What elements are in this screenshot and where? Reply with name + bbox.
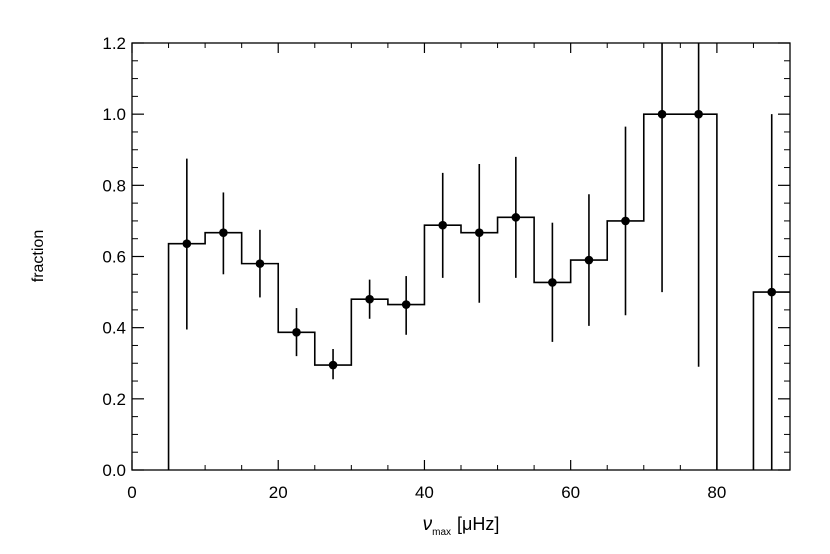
histogram-step-line bbox=[167, 113, 790, 470]
x-axis-title: νmax [μHz] bbox=[423, 514, 500, 538]
data-point bbox=[365, 294, 374, 304]
x-tick-label: 0 bbox=[127, 483, 136, 502]
x-tick-label: 20 bbox=[269, 483, 288, 502]
x-tick-label: 40 bbox=[415, 483, 434, 502]
data-point bbox=[621, 216, 630, 226]
data-point bbox=[657, 109, 667, 119]
data-point bbox=[548, 278, 557, 287]
data-point bbox=[328, 360, 338, 370]
y-tick-label: 1.0 bbox=[102, 105, 126, 124]
plot-frame bbox=[131, 42, 791, 471]
x-axis-unit: [μHz] bbox=[457, 514, 499, 534]
y-axis-title: fraction bbox=[30, 230, 47, 282]
data-point bbox=[401, 300, 411, 309]
data-point bbox=[255, 259, 265, 268]
y-tick-label: 1.2 bbox=[102, 34, 126, 53]
data-point bbox=[511, 213, 521, 222]
data-points bbox=[182, 109, 777, 370]
y-tick-label: 0.8 bbox=[102, 176, 126, 195]
y-tick-label: 0.6 bbox=[102, 248, 126, 267]
data-point bbox=[474, 228, 484, 237]
data-point bbox=[219, 228, 228, 237]
data-point bbox=[767, 287, 777, 297]
x-tick-label: 60 bbox=[561, 483, 580, 502]
data-point bbox=[182, 239, 192, 248]
data-point bbox=[694, 109, 703, 119]
y-tick-label: 0.2 bbox=[102, 390, 126, 409]
tick-labels: 0 20 40 60 80 0.0 0.2 0.4 0.6 0.8 1.0 1.2 bbox=[102, 34, 726, 502]
data-point bbox=[292, 327, 301, 337]
x-axis-subscript: max bbox=[432, 527, 451, 538]
error-bars bbox=[186, 43, 773, 470]
data-point bbox=[584, 255, 594, 265]
data-point bbox=[438, 220, 448, 230]
x-axis-symbol: ν bbox=[423, 514, 433, 535]
x-tick-label: 80 bbox=[707, 483, 726, 502]
y-tick-label: 0.4 bbox=[102, 319, 126, 338]
axis-ticks bbox=[131, 42, 790, 471]
y-tick-label: 0.0 bbox=[102, 461, 126, 480]
